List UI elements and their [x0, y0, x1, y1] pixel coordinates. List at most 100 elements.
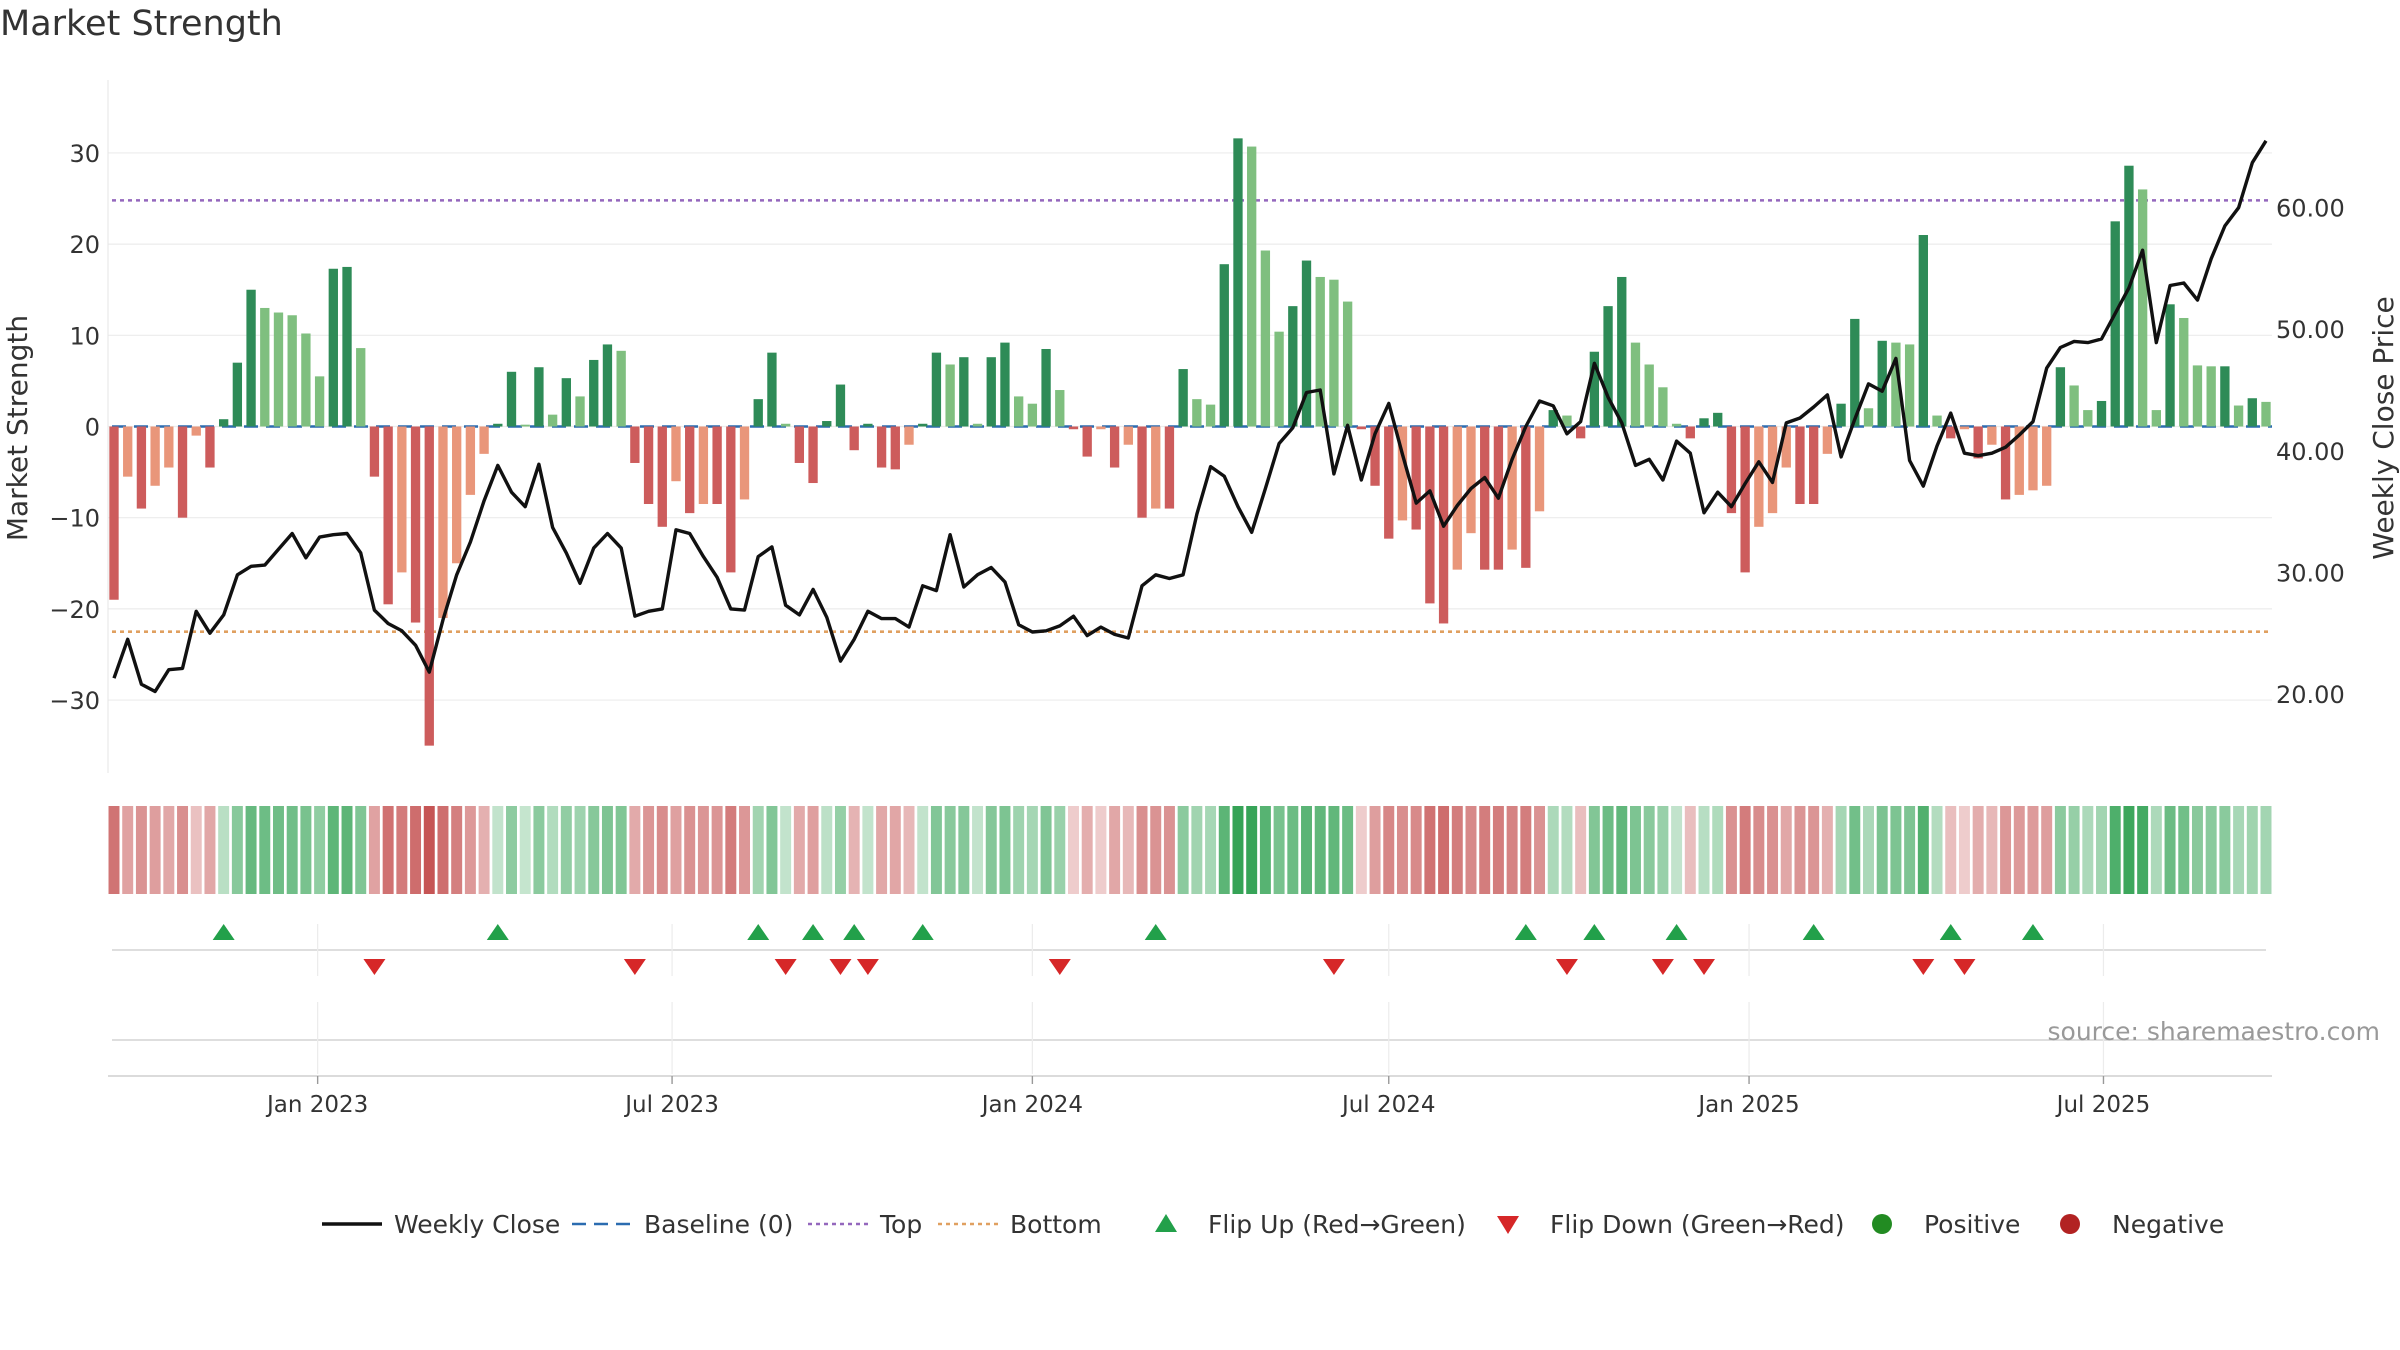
- strength-bar: [1959, 426, 1970, 430]
- strength-bar: [383, 426, 393, 605]
- state-cell: [1109, 806, 1121, 894]
- strength-bar: [863, 423, 873, 427]
- legend-item: Top: [808, 1210, 922, 1239]
- legend-item: Positive: [1872, 1210, 2020, 1239]
- strength-bar: [2014, 426, 2024, 495]
- strength-bar: [931, 352, 942, 427]
- strength-bar: [1041, 348, 1051, 427]
- state-cell: [1986, 806, 1998, 894]
- strength-bar: [1082, 426, 1092, 457]
- state-cell: [2013, 806, 2025, 894]
- flip-up-marker: [1939, 924, 1962, 940]
- state-cell: [286, 806, 298, 894]
- strength-bar: [1767, 426, 1778, 514]
- strength-bar: [1137, 426, 1147, 518]
- strength-bar: [1877, 340, 1887, 427]
- state-cell: [684, 806, 696, 894]
- state-cell: [739, 806, 751, 894]
- state-cell: [1342, 806, 1354, 894]
- state-cell: [1849, 806, 1861, 894]
- strength-bar: [1384, 426, 1394, 539]
- strength-bar: [2192, 365, 2203, 427]
- state-cell: [903, 806, 915, 894]
- state-cell: [1698, 806, 1710, 894]
- state-cell: [1643, 806, 1655, 894]
- state-cell: [1616, 806, 1628, 894]
- right-tick-label: 60.00: [2276, 195, 2345, 223]
- state-cell: [670, 806, 682, 894]
- strength-bar: [438, 426, 448, 618]
- flip-up-marker: [1144, 924, 1167, 940]
- x-tick-label: Jan 2025: [1696, 1092, 1799, 1118]
- state-cell: [793, 806, 805, 894]
- strength-bar: [1932, 415, 1942, 427]
- left-axis-label: Market Strength: [1, 315, 34, 541]
- state-cell: [1438, 806, 1450, 894]
- state-cell: [615, 806, 627, 894]
- strength-bar: [2206, 366, 2216, 427]
- state-cell: [190, 806, 202, 894]
- strength-bar: [876, 426, 887, 468]
- strength-bar: [1000, 342, 1010, 427]
- strength-bar: [1247, 146, 1257, 427]
- state-cell: [2260, 806, 2272, 894]
- legend-swatch-circle: [1872, 1214, 1892, 1234]
- state-cell: [1712, 806, 1724, 894]
- state-cell: [1328, 806, 1340, 894]
- state-cell: [341, 806, 353, 894]
- strength-bar: [1644, 364, 1654, 427]
- state-cell: [930, 806, 942, 894]
- strength-bar: [1356, 426, 1366, 430]
- state-cell: [1958, 806, 1970, 894]
- state-cell: [2054, 806, 2066, 894]
- state-cell: [1232, 806, 1244, 894]
- state-cell: [2164, 806, 2176, 894]
- state-cell: [1931, 806, 1943, 894]
- strength-bar: [123, 426, 133, 477]
- state-cell: [1684, 806, 1696, 894]
- strength-bar: [2220, 366, 2230, 427]
- right-tick-label: 50.00: [2276, 316, 2345, 344]
- state-cell: [1904, 806, 1916, 894]
- state-cell: [1876, 806, 1888, 894]
- state-cell: [1150, 806, 1162, 894]
- strength-bar: [520, 424, 530, 427]
- state-cell: [1506, 806, 1518, 894]
- strength-bar: [1521, 426, 1531, 568]
- strength-bar: [630, 426, 640, 463]
- state-cell: [2191, 806, 2203, 894]
- strength-bar: [2137, 189, 2148, 427]
- flip-down-marker: [1953, 959, 1976, 975]
- flip-down-marker: [1555, 959, 1578, 975]
- legend-label: Baseline (0): [644, 1210, 793, 1239]
- strength-bar: [1068, 426, 1079, 430]
- strength-bar: [1315, 276, 1325, 427]
- flip-down-marker: [1322, 959, 1345, 975]
- strength-bar: [314, 376, 325, 427]
- strength-bar: [356, 348, 366, 427]
- strength-bar: [1151, 426, 1161, 509]
- state-cell: [1671, 806, 1683, 894]
- legend-swatch-up-icon: [1155, 1214, 1177, 1232]
- strength-bar: [273, 312, 284, 427]
- strength-bar: [1329, 279, 1339, 427]
- state-cell: [245, 806, 257, 894]
- strength-bar: [1685, 426, 1695, 439]
- state-cell: [1821, 806, 1833, 894]
- left-tick-label: −10: [49, 505, 100, 533]
- x-tick-label: Jul 2025: [2055, 1092, 2151, 1118]
- strength-bar: [1809, 426, 1819, 505]
- strength-bar: [1754, 426, 1764, 527]
- strength-bar: [1617, 276, 1627, 427]
- strength-bar: [1850, 318, 1860, 427]
- state-cell: [2178, 806, 2190, 894]
- state-cell: [1602, 806, 1614, 894]
- state-cell: [2027, 806, 2039, 894]
- state-cell: [2041, 806, 2053, 894]
- strength-bar: [1452, 426, 1462, 570]
- state-cell: [574, 806, 586, 894]
- legend-label: Weekly Close: [394, 1210, 560, 1239]
- strength-bar: [1178, 369, 1188, 427]
- strength-bar: [1904, 344, 1915, 427]
- strength-bar: [1055, 390, 1065, 427]
